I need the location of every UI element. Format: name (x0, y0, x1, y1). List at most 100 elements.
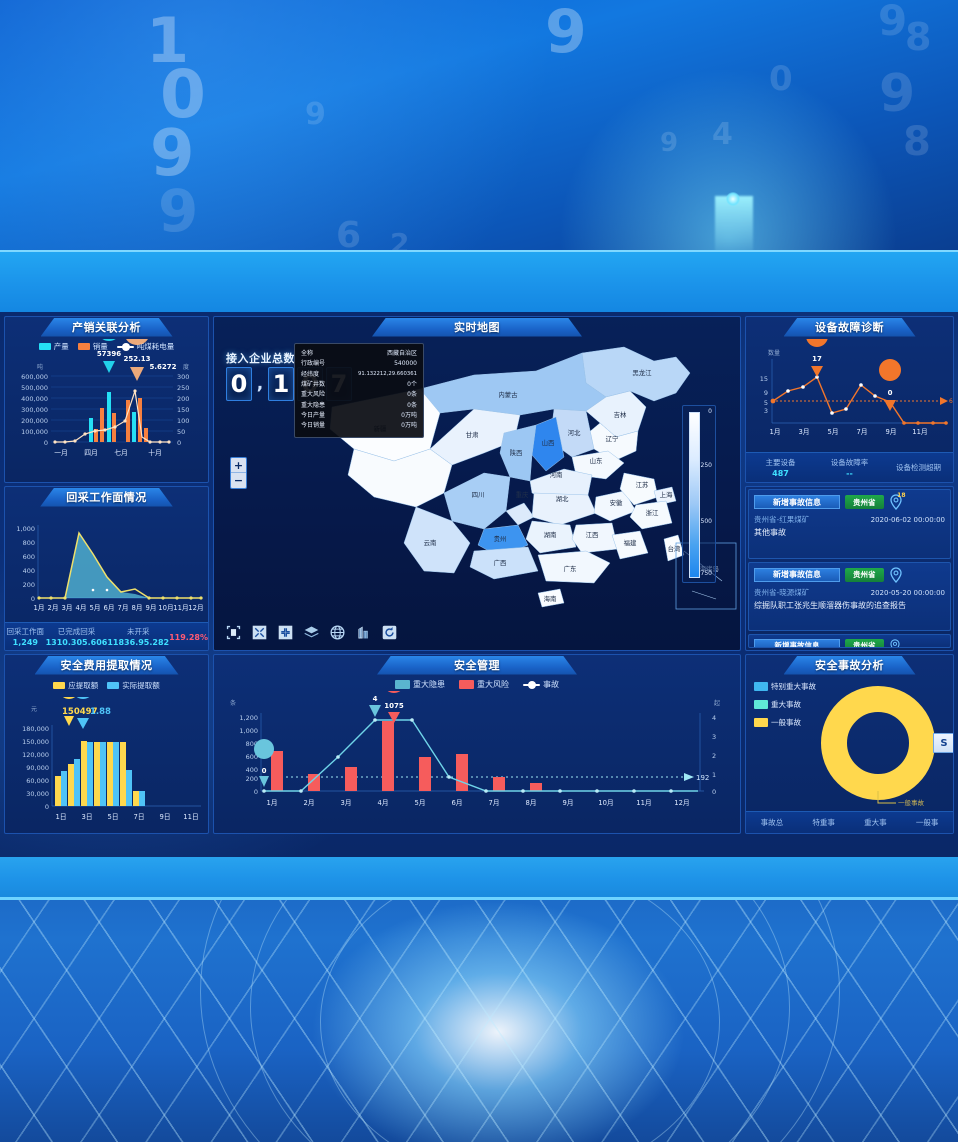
legend-item-major-hazard[interactable]: 重大隐患 (395, 679, 445, 690)
bg-arc (250, 852, 790, 1142)
legend-item-due[interactable]: 应提取额 (53, 680, 98, 691)
marker-actual-value: 1.88 (90, 707, 111, 717)
svg-text:5: 5 (764, 399, 768, 407)
chart-icon[interactable] (354, 623, 373, 642)
globe-icon[interactable] (328, 623, 347, 642)
province-shanghai[interactable] (653, 486, 677, 506)
svg-text:60,000: 60,000 (26, 777, 49, 785)
tooltip-value: 91.132212,29.660361 (358, 370, 417, 377)
card-subline: 贵州省-晓源煤矿 2020-05-20 00:00:00 (754, 587, 945, 598)
svg-text:1: 1 (712, 771, 716, 779)
svg-text:1,200: 1,200 (239, 714, 258, 722)
province-jiangxi[interactable] (571, 522, 619, 554)
donut-slice-general[interactable] (821, 686, 935, 800)
panel-title: 安全管理 (377, 656, 577, 675)
stat-total-accidents[interactable]: 事故总 (746, 812, 798, 833)
map-zoom-control[interactable]: + − (230, 457, 247, 489)
legend-item-general[interactable]: 一般事故 (754, 717, 816, 728)
accident-side-button[interactable]: S (933, 733, 953, 753)
stat-unmined[interactable]: 未开采 11836.95.282 (107, 623, 169, 650)
stat-inspection-overdue[interactable]: 设备检测超期 (884, 453, 953, 482)
svg-text:800: 800 (246, 740, 258, 748)
legend-item-major[interactable]: 重大事故 (754, 699, 816, 710)
legend-item-sales[interactable]: 销量 (77, 341, 108, 352)
tooltip-value: 西藏自治区 (386, 350, 417, 357)
svg-text:10月: 10月 (598, 799, 613, 807)
layers-icon[interactable] (302, 623, 321, 642)
reference-arrow (940, 397, 948, 405)
province-guangdong[interactable] (537, 550, 611, 584)
refresh-icon[interactable] (380, 623, 399, 642)
tooltip-row: 重大隐患 0条 (301, 401, 417, 411)
stat-main-equipment[interactable]: 主要设备 487 (746, 453, 815, 482)
province-fujian[interactable] (611, 530, 649, 560)
collapse-icon[interactable] (276, 623, 295, 642)
svg-text:1月: 1月 (769, 428, 780, 436)
province-hubei[interactable] (531, 492, 597, 526)
stat-major[interactable]: 重大事 (850, 812, 902, 833)
card-tag: 新增事故信息 (754, 639, 840, 647)
province-inner-mongolia[interactable] (419, 352, 607, 416)
svg-text:7月: 7月 (856, 428, 867, 436)
province-zhejiang[interactable] (629, 500, 673, 530)
legend-item-power[interactable]: 吨煤耗电量 (116, 341, 174, 352)
location-pin-icon[interactable] (889, 566, 903, 583)
svg-text:400: 400 (23, 567, 35, 575)
stat-extra-major[interactable]: 特重事 (798, 812, 850, 833)
stat-label: 设备故障率 (830, 458, 869, 467)
legend-production: 产量 销量 吨煤耗电量 (5, 341, 208, 352)
donut-slice-label: 一般事故 (898, 798, 925, 807)
stat-fault-rate[interactable]: 设备故障率 -- (815, 453, 884, 482)
province-yunnan[interactable] (403, 506, 471, 574)
province-hainan[interactable] (537, 588, 565, 608)
china-choropleth-map[interactable]: 黑龙江 内蒙古 吉林 辽宁 新疆 甘肃 河北 山西 陕西 山东 河南 四川 重庆… (324, 345, 741, 615)
fullscreen-icon[interactable] (224, 623, 243, 642)
svg-text:6月: 6月 (103, 604, 114, 612)
y-axis-left: 1,200 1,000 800 600 400 200 0 (239, 714, 258, 796)
legend-item-major-risk[interactable]: 重大风险 (459, 679, 509, 690)
svg-text:200: 200 (23, 581, 35, 589)
y-axis: 15 9 5 3 (760, 375, 768, 415)
stat-percent[interactable]: 119.28% (169, 623, 208, 650)
legend-item-extra-major[interactable]: 特别重大事故 (754, 681, 816, 692)
panel-header: 产销关联分析 (5, 317, 208, 337)
accident-card[interactable]: 新增事故信息 贵州省 18 贵州省-红果煤矿 2020-06-02 00:00:… (748, 489, 951, 559)
stat-general[interactable]: 一般事 (901, 812, 953, 833)
enterprise-total-label: 接入企业总数 (226, 352, 295, 365)
svg-text:广东: 广东 (564, 564, 577, 573)
map-zoom-in-button[interactable]: + (231, 458, 246, 473)
tooltip-key: 今日销量 (301, 422, 326, 430)
svg-text:800: 800 (23, 539, 35, 547)
svg-text:3月: 3月 (340, 799, 351, 807)
province-sichuan[interactable] (443, 472, 511, 530)
province-chongqing[interactable] (505, 502, 535, 526)
legend-item-actual[interactable]: 实际提取额 (107, 680, 160, 691)
stat-mining-face[interactable]: 回采工作面 1,249 (5, 623, 46, 650)
svg-text:十月: 十月 (148, 448, 162, 457)
province-anhui[interactable] (593, 490, 637, 522)
legend-label: 重大事故 (771, 700, 801, 709)
line-markers (53, 389, 171, 444)
stat-completed[interactable]: 已完成回采 1310.305.606 (46, 623, 108, 650)
location-pin-icon[interactable]: 18 (889, 492, 906, 510)
panel-header: 安全事故分析 (746, 655, 953, 675)
svg-text:150,000: 150,000 (22, 738, 49, 746)
legend-item-accident[interactable]: 事故 (523, 679, 559, 690)
svg-text:600,000: 600,000 (21, 373, 48, 381)
svg-text:2月: 2月 (47, 604, 58, 612)
stat-label: 未开采 (126, 627, 150, 636)
panel-header: 安全管理 (214, 655, 740, 675)
accident-card[interactable]: 新增事故信息 贵州省 贵州省-晓源煤矿 2020-05-20 00:00:00 … (748, 561, 951, 631)
accident-description: 其他事故 (754, 528, 786, 537)
panel-accident-feed: 新增事故信息 贵州省 18 贵州省-红果煤矿 2020-06-02 00:00:… (745, 486, 954, 651)
province-guangxi[interactable] (469, 546, 539, 580)
province-hunan[interactable] (525, 520, 577, 554)
svg-text:吉林: 吉林 (614, 410, 627, 419)
legend-item-output[interactable]: 产量 (38, 341, 69, 352)
province-jiangsu[interactable] (619, 472, 659, 506)
legend-label: 重大风险 (477, 680, 509, 689)
map-zoom-out-button[interactable]: − (233, 474, 244, 487)
accident-card[interactable]: 新增事故信息 贵州省 (748, 634, 951, 648)
location-pin-icon[interactable] (889, 637, 903, 647)
expand-icon[interactable] (250, 623, 269, 642)
